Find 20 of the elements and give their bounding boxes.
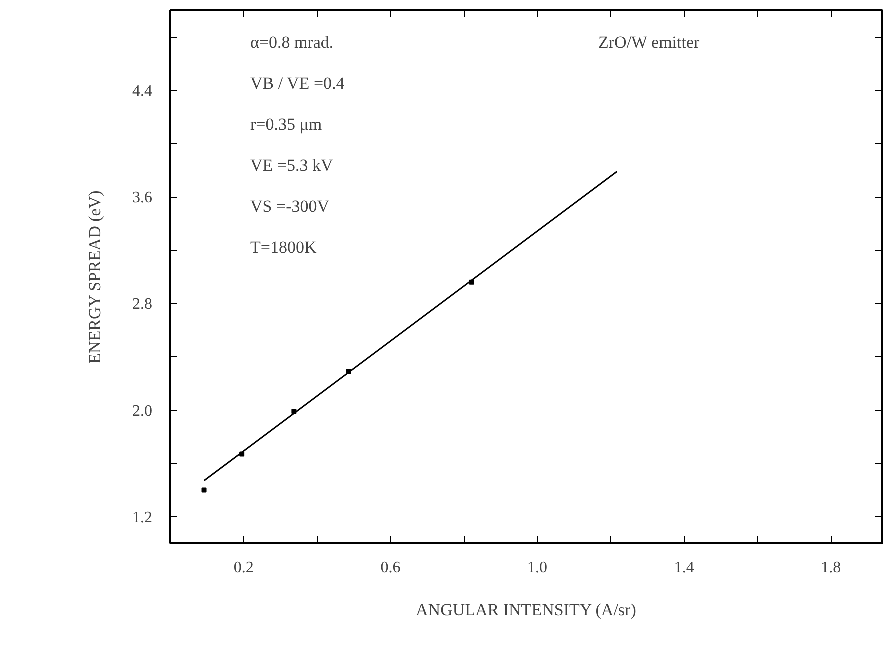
x-tick-label: 1.8	[821, 560, 842, 576]
annotation: r=0.35 μm	[250, 115, 322, 134]
annotation: VS =-300V	[250, 197, 330, 216]
annotation: T=1800K	[250, 238, 318, 257]
annotation: α=0.8 mrad.	[250, 33, 334, 52]
x-tick-label: 0.6	[380, 560, 401, 576]
annotation: VE =5.3 kV	[250, 156, 334, 175]
y-tick-label: 3.6	[132, 190, 152, 207]
y-axis-title: ENERGY SPREAD (eV)	[86, 190, 104, 364]
y-tick-label: 4.4	[132, 82, 152, 100]
x-axis-title: ANGULAR INTENSITY (A/sr)	[416, 600, 636, 620]
x-tick-label: 1.4	[674, 560, 694, 576]
annotation: VB / VE =0.4	[250, 74, 346, 93]
annotation: ZrO/W emitter	[598, 33, 700, 52]
point	[202, 488, 207, 493]
y-tick-label: 1.2	[132, 509, 152, 526]
y-tick-label: 2.8	[132, 296, 152, 314]
x-tick-label: 0.2	[234, 560, 254, 576]
y-tick-label: 2.0	[132, 402, 152, 420]
x-tick-label: 1.0	[528, 560, 548, 576]
